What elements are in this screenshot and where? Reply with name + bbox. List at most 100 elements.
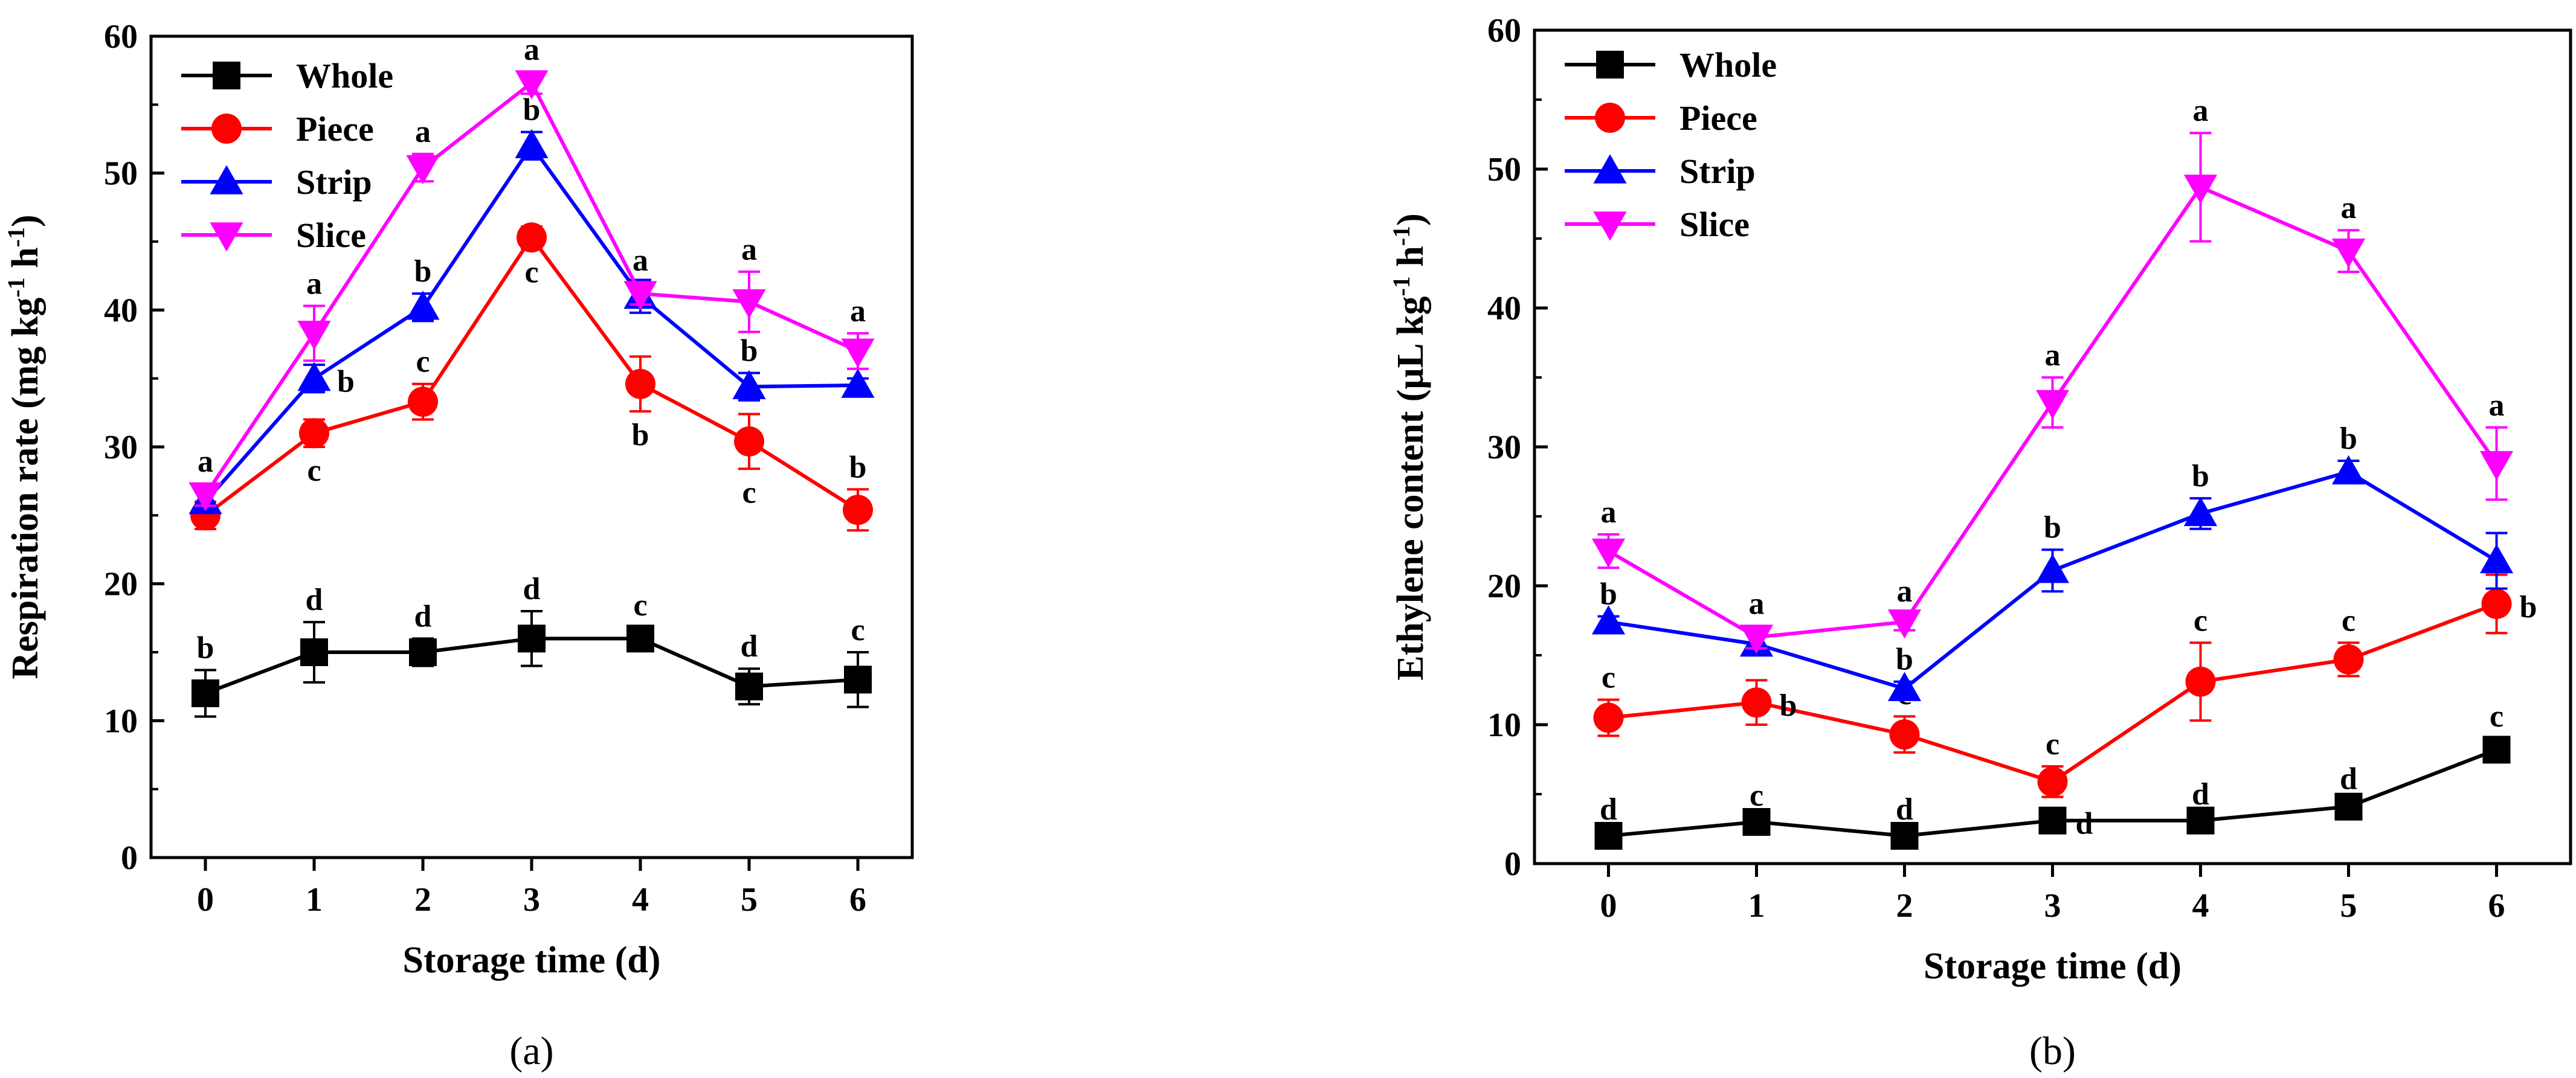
significance-label: c xyxy=(1602,661,1615,695)
significance-label: b xyxy=(414,254,432,289)
significance-label: a xyxy=(2489,388,2505,423)
significance-label: c xyxy=(524,255,538,289)
x-tick-label: 3 xyxy=(2044,887,2061,925)
series-piece: c c c b c b xyxy=(190,222,873,532)
data-point xyxy=(2334,792,2363,821)
significance-label: c xyxy=(2490,699,2504,734)
significance-label: a xyxy=(1897,574,1913,609)
y-tick-label: 50 xyxy=(104,155,138,193)
y-axis-title-part: h xyxy=(1390,246,1431,276)
legend-label: Strip xyxy=(1679,152,1756,191)
data-point xyxy=(515,129,549,159)
x-tick-label: 2 xyxy=(414,881,431,919)
significance-label: d xyxy=(2340,762,2357,797)
legend-label: Slice xyxy=(1679,205,1750,244)
data-point xyxy=(1887,672,1922,701)
y-tick-label: 30 xyxy=(1487,429,1521,466)
data-point xyxy=(734,426,764,457)
data-point xyxy=(1741,687,1772,718)
x-axis-title: Storage time (d) xyxy=(1924,946,2182,987)
significance-label: a xyxy=(741,233,757,267)
legend-marker xyxy=(1595,103,1625,133)
data-point xyxy=(1591,538,1626,568)
significance-label: c xyxy=(2046,727,2059,762)
data-point xyxy=(1591,605,1626,635)
legend-marker xyxy=(1593,211,1627,241)
x-tick-label: 3 xyxy=(523,881,540,919)
significance-label: b xyxy=(2044,510,2061,545)
significance-label: a xyxy=(2341,191,2357,225)
x-tick-label: 4 xyxy=(632,881,649,919)
significance-label: d xyxy=(306,583,323,617)
significance-label: b xyxy=(197,630,214,665)
legend-marker xyxy=(210,165,243,194)
x-axis-title: Storage time (d) xyxy=(403,940,661,981)
significance-label: b xyxy=(741,334,758,368)
y-tick-label: 40 xyxy=(104,292,138,329)
data-point xyxy=(2186,806,2215,835)
series-strip: b b b b b xyxy=(1591,422,2514,701)
significance-label: b xyxy=(1600,577,1617,612)
x-tick-label: 0 xyxy=(197,881,214,919)
significance-label: a xyxy=(524,33,539,67)
significance-label: c xyxy=(307,454,321,488)
data-point xyxy=(406,290,440,320)
legend-label: Piece xyxy=(1679,98,1757,138)
data-point xyxy=(843,495,873,525)
data-point xyxy=(408,387,438,417)
series-whole: b d d d c d c xyxy=(192,572,872,718)
y-tick-label: 0 xyxy=(121,839,138,877)
legend-label: Slice xyxy=(296,216,366,255)
y-axis-title-part: h xyxy=(5,247,46,277)
series-slice: a a a a a a a xyxy=(188,33,875,512)
data-point xyxy=(2183,496,2218,527)
significance-label: a xyxy=(2193,94,2209,128)
panel-label: (b) xyxy=(2029,1029,2076,1073)
x-tick-label: 6 xyxy=(849,881,866,919)
y-tick-label: 30 xyxy=(104,429,138,466)
legend: Whole Piece Strip Slice xyxy=(181,56,393,255)
data-point xyxy=(625,368,655,399)
significance-label: b xyxy=(2520,590,2537,624)
significance-label: c xyxy=(742,475,756,510)
series-slice: a a a a a a a xyxy=(1591,94,2514,654)
y-tick-label: 60 xyxy=(104,18,138,56)
y-axis-title-superscript: -1 xyxy=(1388,276,1415,296)
data-point xyxy=(1594,822,1623,850)
x-tick-label: 1 xyxy=(306,881,323,919)
significance-label: d xyxy=(741,629,758,664)
data-point xyxy=(406,155,440,185)
data-point xyxy=(2479,451,2514,481)
legend: Whole Piece Strip Slice xyxy=(1565,45,1777,244)
significance-label: d xyxy=(523,572,541,606)
x-tick-label: 2 xyxy=(1896,887,1913,925)
significance-label: d xyxy=(414,599,432,634)
x-tick-label: 4 xyxy=(2192,887,2209,925)
x-tick-label: 6 xyxy=(2488,887,2505,925)
legend-marker xyxy=(1596,51,1624,79)
data-point xyxy=(2183,175,2218,204)
significance-label: d xyxy=(1600,792,1617,827)
y-tick-label: 0 xyxy=(1504,845,1521,883)
legend-marker xyxy=(1593,154,1627,184)
significance-label: a xyxy=(1749,587,1765,621)
data-point xyxy=(1742,808,1771,836)
data-point xyxy=(188,482,222,512)
data-point xyxy=(623,281,657,310)
significance-label: c xyxy=(2194,603,2207,638)
significance-label: a xyxy=(2045,338,2061,373)
chart-panel-b: 0 10 20 30 40 50 60 0 1 2 3 4 5 6 Storage time (d) Ethy… xyxy=(1388,12,2572,1073)
data-point xyxy=(192,679,219,707)
significance-label: a xyxy=(633,243,648,278)
data-point xyxy=(732,370,766,399)
data-point xyxy=(300,638,328,666)
x-tick-label: 5 xyxy=(741,881,758,919)
significance-label: b xyxy=(2192,459,2209,493)
data-point xyxy=(841,368,875,398)
y-axis-title-superscript: -1 xyxy=(2,277,30,297)
significance-label: b xyxy=(2340,422,2357,456)
y-axis-title: Ethylene content (μL kg-1 h-1) xyxy=(1388,213,1432,681)
data-point xyxy=(1890,822,1919,850)
significance-label: b xyxy=(849,450,867,484)
